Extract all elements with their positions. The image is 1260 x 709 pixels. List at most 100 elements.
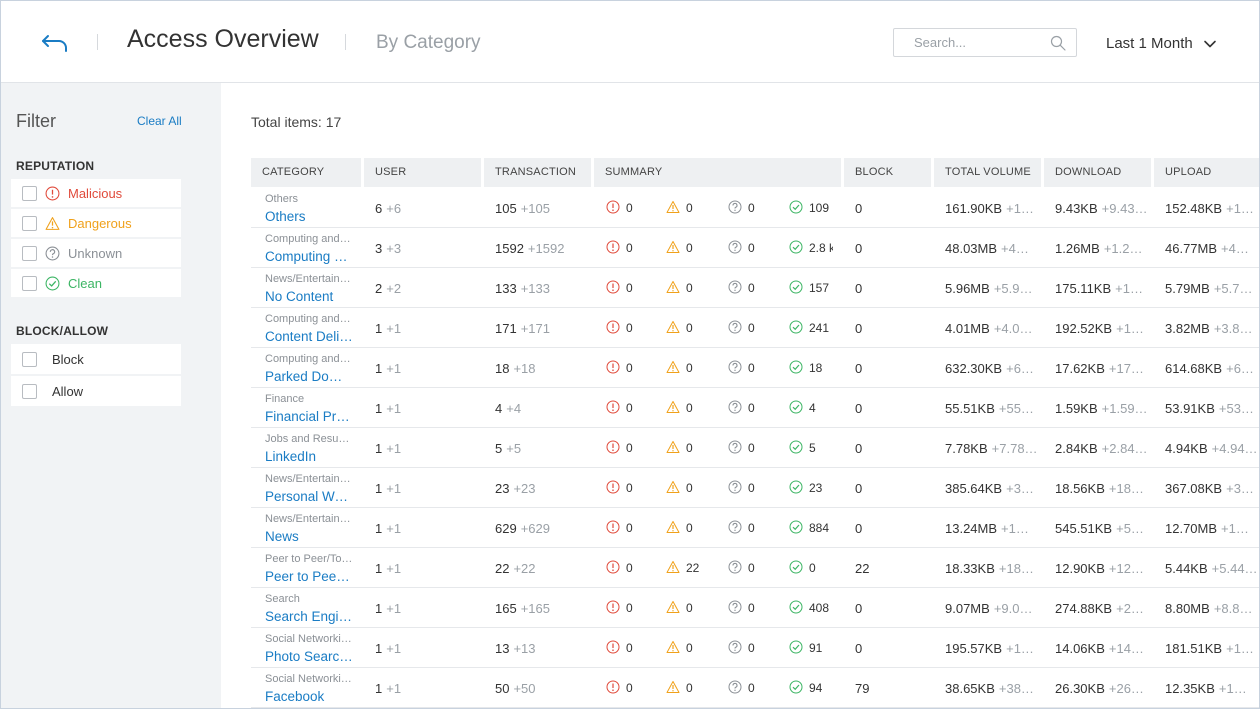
checkbox[interactable] [22, 276, 37, 291]
page-subtitle[interactable]: By Category [376, 32, 481, 53]
user-count-delta: +2 [386, 281, 402, 296]
filter-clean[interactable]: Clean [11, 269, 181, 298]
filter-unknown[interactable]: Unknown [11, 239, 181, 268]
download-volume: 175.11KB +1… [1055, 281, 1147, 296]
filter-allow[interactable]: Allow [11, 376, 181, 407]
download-volume: 18.56KB +18… [1055, 481, 1147, 496]
back-arrow-icon[interactable] [39, 29, 73, 57]
category-link[interactable]: Others [265, 209, 306, 224]
summary-unk-count: 0 [748, 201, 755, 215]
category-link[interactable]: Content Deli… [265, 329, 353, 344]
chevron-down-icon[interactable] [1203, 37, 1217, 51]
category-link[interactable]: LinkedIn [265, 449, 317, 464]
user-count-delta: +1 [386, 361, 402, 376]
table-row[interactable]: Peer to Peer/To… Peer to Peer/… 1 +1 22 +22 0 2… [251, 548, 1259, 588]
summary-clean-count: 4 [809, 401, 816, 415]
total-volume-value: 4.01MB [945, 321, 990, 336]
checkbox[interactable] [22, 216, 37, 231]
transaction-count: 171 +171 [495, 321, 590, 336]
table-row[interactable]: News/Entertain… No Content 2 +2 133 +133 0 0 0 15… [251, 268, 1259, 308]
total-volume-value: 55.51KB [945, 401, 995, 416]
page-title: Access Overview [127, 25, 319, 53]
table-row[interactable]: Social Networki… Photo Searc… 1 +1 13 +13 0 0 0 9… [251, 628, 1259, 668]
block-count: 79 [855, 681, 870, 696]
user-count-value: 1 [375, 481, 383, 496]
filter-block[interactable]: Block [11, 344, 181, 375]
table-row[interactable]: Computing and… Parked Dom… 1 +1 18 +18 0 0 0 18 0 6… [251, 348, 1259, 388]
upload-volume-delta: +53… [1218, 401, 1254, 416]
col-header-block[interactable]: BLOCK [844, 158, 931, 187]
table-row[interactable]: News/Entertain… Personal We… 1 +1 23 +23 0 0 0 23… [251, 468, 1259, 508]
user-count: 3 +3 [375, 241, 475, 256]
download-volume: 1.59KB +1.59… [1055, 401, 1147, 416]
col-header-category[interactable]: CATEGORY [251, 158, 361, 187]
total-volume: 13.24MB +1… [945, 521, 1037, 536]
transaction-count: 13 +13 [495, 641, 590, 656]
checkbox[interactable] [22, 384, 37, 399]
user-count: 1 +1 [375, 361, 475, 376]
col-header-upload[interactable]: UPLOAD [1154, 158, 1259, 187]
category-link[interactable]: Peer to Peer/… [265, 569, 353, 584]
category-link[interactable]: Search Engin… [265, 609, 353, 624]
question-circle-icon [728, 280, 742, 294]
total-volume: 385.64KB +3… [945, 481, 1037, 496]
table-row[interactable]: Jobs and Resu… LinkedIn 1 +1 5 +5 0 0 0 5 0 7.78KB +… [251, 428, 1259, 468]
table-row[interactable]: Search Search Engin… 1 +1 165 +165 0 0 0 408 0 9.07… [251, 588, 1259, 628]
upload-volume-value: 12.35KB [1165, 681, 1215, 696]
download-volume-delta: +1… [1115, 281, 1143, 296]
summary-mal-count: 0 [626, 401, 633, 415]
category-link[interactable]: Facebook [265, 689, 325, 704]
upload-volume-value: 4.94KB [1165, 441, 1208, 456]
user-count-delta: +1 [386, 681, 402, 696]
category-link[interactable]: News [265, 529, 299, 544]
checkbox[interactable] [22, 246, 37, 261]
filter-dangerous[interactable]: Dangerous [11, 209, 181, 238]
table-row[interactable]: Finance Financial Pro… 1 +1 4 +4 0 0 0 4 0 55.51KB +… [251, 388, 1259, 428]
category-link[interactable]: Financial Pro… [265, 409, 353, 424]
filter-malicious[interactable]: Malicious [11, 179, 181, 208]
category-link[interactable]: Photo Searc… [265, 649, 353, 664]
checkbox[interactable] [22, 186, 37, 201]
transaction-count-value: 165 [495, 601, 517, 616]
col-header-download[interactable]: DOWNLOAD [1044, 158, 1151, 187]
period-selector[interactable]: Last 1 Month [1106, 35, 1193, 52]
clear-all-link[interactable]: Clear All [137, 114, 182, 128]
total-volume: 55.51KB +55… [945, 401, 1037, 416]
search-box[interactable] [893, 28, 1077, 57]
table-row[interactable]: Computing and… Content Deli… 1 +1 171 +171 0 0 0… [251, 308, 1259, 348]
upload-volume: 5.79MB +5.7… [1165, 281, 1259, 296]
summary-mal-count: 0 [626, 641, 633, 655]
total-volume-delta: +1… [1006, 201, 1034, 216]
search-input[interactable] [894, 29, 1044, 56]
question-circle-icon [45, 246, 60, 261]
col-header-user[interactable]: USER [364, 158, 481, 187]
category-link[interactable]: Personal We… [265, 489, 353, 504]
upload-volume-delta: +1… [1218, 681, 1247, 696]
checkbox[interactable] [22, 352, 37, 367]
category-parent: Jobs and Resu… [265, 433, 350, 445]
table-row[interactable]: Social Networki… Facebook 1 +1 50 +50 0 0 0 94 79 3… [251, 668, 1259, 708]
col-header-total-volume[interactable]: TOTAL VOLUME [934, 158, 1041, 187]
search-icon[interactable] [1050, 35, 1066, 51]
category-link[interactable]: Computing a… [265, 249, 353, 264]
summary-unk-count: 0 [748, 601, 755, 615]
col-header-summary[interactable]: SUMMARY [594, 158, 841, 187]
table-row[interactable]: News/Entertain… News 1 +1 629 +629 0 0 0 884 0 13.2… [251, 508, 1259, 548]
upload-volume: 367.08KB +3… [1165, 481, 1259, 496]
block-count: 0 [855, 281, 863, 296]
table-row[interactable]: Others Others 6 +6 105 +105 0 0 0 109 0 161.90KB +1…… [251, 188, 1259, 228]
total-volume: 38.65KB +38… [945, 681, 1037, 696]
col-header-transaction[interactable]: TRANSACTION [484, 158, 591, 187]
download-volume: 12.90KB +12… [1055, 561, 1147, 576]
transaction-count-delta: +1592 [527, 241, 565, 256]
total-volume-value: 9.07MB [945, 601, 990, 616]
category-link[interactable]: No Content [265, 289, 334, 304]
category-link[interactable]: Parked Dom… [265, 369, 353, 384]
transaction-count: 133 +133 [495, 281, 590, 296]
block-count: 0 [855, 201, 863, 216]
total-volume-delta: +4.0… [993, 321, 1033, 336]
summary-dang-count: 0 [686, 601, 693, 615]
download-volume-value: 2.84KB [1055, 441, 1098, 456]
summary-clean-count: 241 [809, 321, 830, 335]
table-row[interactable]: Computing and… Computing a… 3 +3 1592 +1592 0 0… [251, 228, 1259, 268]
